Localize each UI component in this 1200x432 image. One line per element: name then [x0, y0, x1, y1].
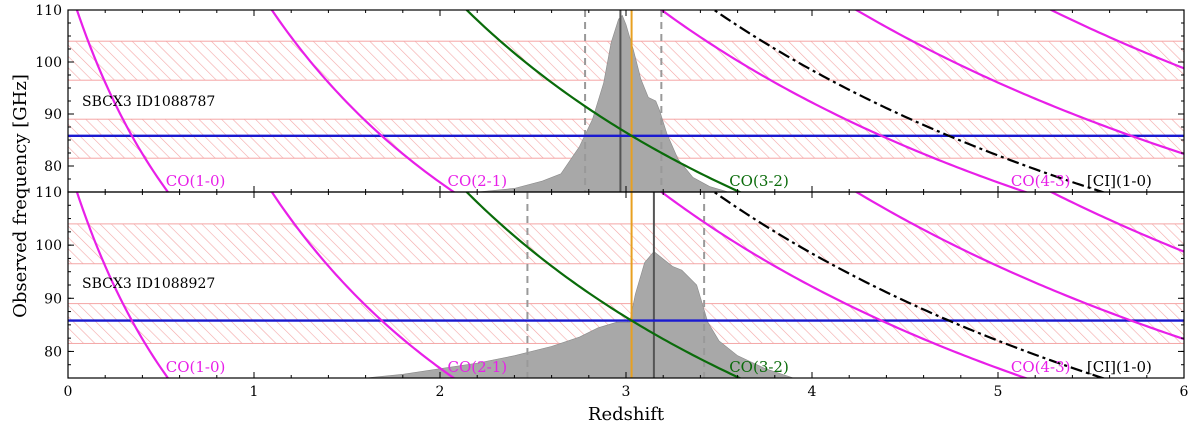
panels: CO(1-0) CO(2-1) CO(3-2) CO(4-3) [CI](1-0) SBC… — [35, 3, 1189, 400]
line-label: CO(4-3) — [1011, 172, 1071, 190]
y-tick-label: 90 — [44, 291, 62, 307]
panel-1: CO(1-0) CO(2-1) CO(3-2) CO(4-3) [CI](1-0) SBC… — [35, 3, 1185, 193]
hatched-band — [68, 223, 1184, 265]
x-tick-label: 2 — [436, 384, 445, 400]
y-tick-label: 80 — [44, 159, 62, 175]
y-tick-label: 90 — [44, 107, 62, 123]
line-track — [659, 10, 1029, 192]
line-track — [854, 192, 1184, 341]
line-track — [75, 192, 170, 378]
line-label: [CI](1-0) — [1087, 172, 1152, 190]
line-label: CO(3-2) — [729, 358, 789, 376]
line-label: CO(1-0) — [166, 358, 226, 376]
y-axis-label: Observed frequency [GHz] — [10, 74, 31, 318]
panel-2: CO(1-0) CO(2-1) CO(3-2) CO(4-3) [CI](1-0) SBC… — [35, 185, 1189, 400]
x-tick-label: 5 — [994, 384, 1003, 400]
line-label: CO(2-1) — [447, 358, 507, 376]
panel-plot-area — [68, 10, 1184, 192]
line-label: CO(4-3) — [1011, 358, 1071, 376]
line-label: [CI](1-0) — [1087, 358, 1152, 376]
line-track — [465, 192, 743, 378]
panel-plot-area — [68, 192, 1184, 378]
panel-name: SBCX3 ID1088927 — [82, 276, 215, 292]
x-tick-label: 0 — [64, 384, 73, 400]
y-tick-label: 110 — [35, 3, 62, 19]
x-tick-label: 3 — [622, 384, 631, 400]
redshift-pdf — [365, 251, 794, 378]
x-axis-label: Redshift — [588, 404, 665, 425]
redshift-pdf — [477, 14, 729, 192]
x-tick-label: 4 — [808, 384, 817, 400]
y-tick-label: 80 — [44, 344, 62, 360]
panel-name: SBCX3 ID1088787 — [82, 94, 215, 110]
line-track — [854, 10, 1184, 155]
line-track — [465, 10, 743, 192]
x-tick-label: 1 — [250, 384, 259, 400]
y-tick-label: 100 — [35, 55, 62, 71]
x-tick-label: 6 — [1180, 384, 1189, 400]
line-label: CO(1-0) — [166, 172, 226, 190]
y-tick-label: 100 — [35, 238, 62, 254]
line-label: CO(3-2) — [729, 172, 789, 190]
line-label: CO(2-1) — [447, 172, 507, 190]
line-track — [659, 192, 1029, 378]
y-tick-label: 110 — [35, 185, 62, 201]
